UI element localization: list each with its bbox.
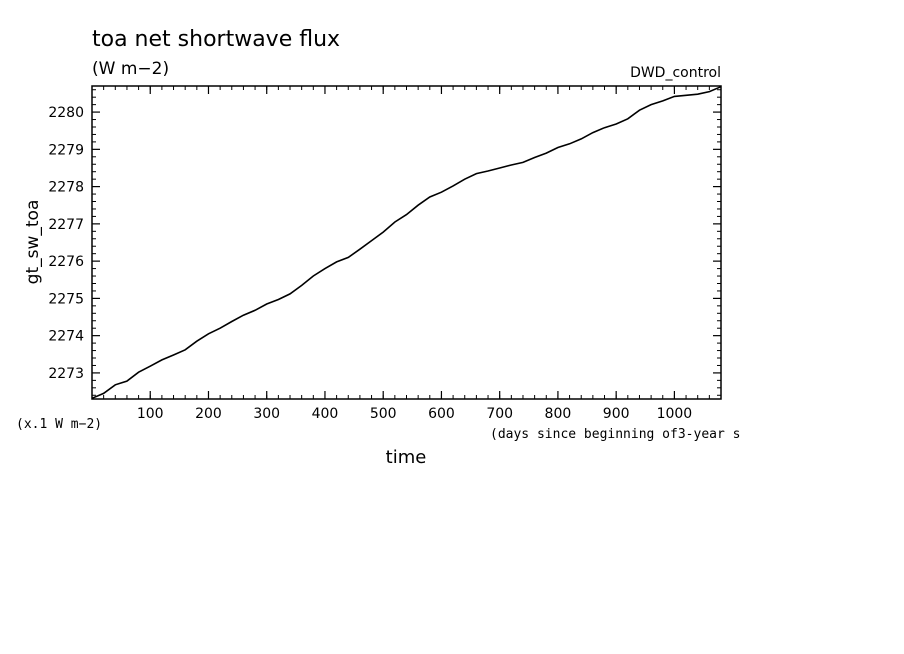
x-tick-label: 800 [545,406,572,422]
y-tick-label: 2273 [48,366,84,382]
x-tick-label: 700 [486,406,513,422]
x-axis-tick-labels: 100 200 300 400 500 600 700 800 900 1000 [137,406,692,422]
y-tick-label: 2277 [48,217,84,233]
x-axis-label: time [386,447,427,468]
x-tick-label: 1000 [657,406,693,422]
x-tick-label: 900 [603,406,630,422]
plot-frame [91,85,722,400]
chart-title: toa net shortwave flux [92,27,340,52]
x-tick-label: 500 [370,406,397,422]
y-tick-label: 2276 [48,254,84,270]
x-tick-label: 400 [312,406,339,422]
y-axis-ticks [92,89,721,396]
run-label: DWD_control [630,65,721,81]
x-tick-label: 100 [137,406,164,422]
y-tick-label: 2278 [48,180,84,196]
x-axis-ticks [103,86,710,399]
chart-units: (W m−2) [92,59,169,79]
x-tick-label: 200 [195,406,222,422]
y-tick-label: 2275 [48,291,84,307]
series-line-gt-sw-toa [91,85,722,400]
y-axis-tick-labels: 2273 2274 2275 2276 2277 2278 2279 2280 [48,105,84,382]
x-tick-label: 300 [253,406,280,422]
y-scale-note: (x.1 W m−2) [16,417,102,432]
x-tick-label: 600 [428,406,455,422]
x-units-note: (days since beginning of3-year s [490,427,740,442]
y-tick-label: 2279 [48,142,84,158]
y-axis-label: gt_sw_toa [23,200,43,285]
y-tick-label: 2280 [48,105,84,121]
y-tick-label: 2274 [48,329,84,345]
